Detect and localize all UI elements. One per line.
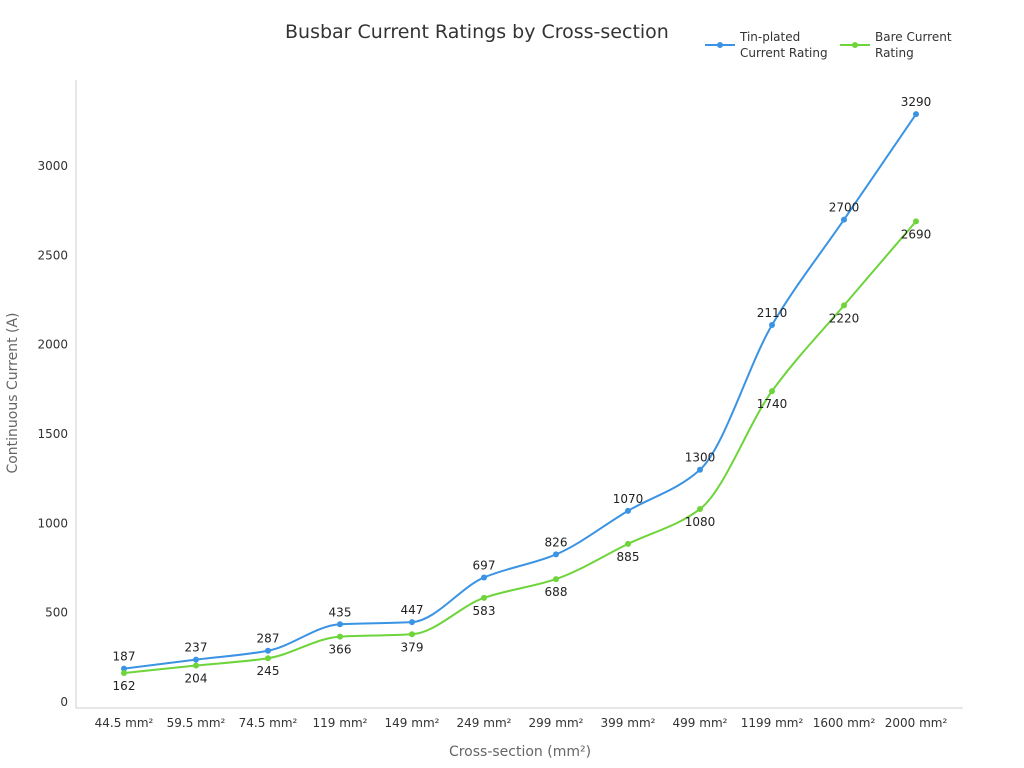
y-tick-label: 2500	[37, 248, 68, 262]
y-tick-label: 0	[60, 695, 68, 709]
data-point	[913, 111, 919, 118]
series-line-0	[123, 113, 917, 670]
data-point	[193, 656, 199, 663]
x-tick-label: 2000 mm²	[885, 716, 948, 730]
y-tick-label: 3000	[37, 159, 68, 173]
data-point	[841, 302, 847, 309]
series-line-1	[123, 220, 917, 675]
data-label: 447	[401, 603, 424, 617]
data-label: 2690	[901, 227, 932, 241]
data-point	[265, 655, 271, 662]
chart-title: Busbar Current Ratings by Cross-section	[285, 21, 669, 43]
data-point	[121, 665, 127, 672]
data-label: 1070	[613, 492, 644, 506]
data-label: 2700	[829, 201, 860, 215]
data-label: 287	[257, 632, 280, 646]
x-tick-label: 1600 mm²	[813, 716, 876, 730]
data-label: 237	[185, 641, 208, 655]
data-point	[913, 218, 919, 225]
x-tick-label: 1199 mm²	[741, 716, 804, 730]
x-tick-label: 399 mm²	[601, 716, 656, 730]
data-point	[481, 574, 487, 581]
data-label: 2110	[757, 306, 788, 320]
data-point	[193, 662, 199, 669]
data-point	[121, 670, 127, 677]
data-label: 885	[617, 550, 640, 564]
y-axis-title: Continuous Current (A)	[5, 312, 21, 473]
x-tick-label: 299 mm²	[529, 716, 584, 730]
legend-label: Bare Current Rating	[875, 30, 952, 60]
data-point	[553, 576, 559, 583]
legend-label: Tin-plated Current Rating	[740, 30, 828, 60]
data-point	[265, 647, 271, 654]
data-point	[337, 633, 343, 640]
data-label: 697	[473, 558, 496, 572]
data-label: 366	[329, 643, 352, 657]
data-label: 245	[257, 664, 280, 678]
y-tick-label: 1500	[37, 427, 68, 441]
y-tick-label: 2000	[37, 338, 68, 352]
data-label: 1740	[757, 397, 788, 411]
x-tick-label: 74.5 mm²	[239, 716, 298, 730]
legend-swatch-tin-plated	[705, 42, 735, 48]
legend-item-tin-plated[interactable]: Tin-plated Current Rating	[705, 29, 835, 61]
data-label: 187	[113, 650, 136, 664]
x-tick-label: 149 mm²	[385, 716, 440, 730]
data-label: 204	[185, 672, 208, 686]
y-tick-label: 500	[45, 606, 68, 620]
data-label: 583	[473, 604, 496, 618]
data-label: 2220	[829, 311, 860, 325]
x-tick-label: 59.5 mm²	[167, 716, 226, 730]
data-label: 826	[545, 535, 568, 549]
data-point	[769, 322, 775, 329]
data-point	[409, 631, 415, 638]
data-point	[337, 621, 343, 628]
data-point	[409, 619, 415, 626]
data-label: 435	[329, 605, 352, 619]
data-point	[841, 216, 847, 223]
y-tick-label: 1000	[37, 516, 68, 530]
x-tick-label: 499 mm²	[673, 716, 728, 730]
data-point	[769, 388, 775, 395]
data-point	[625, 507, 631, 514]
data-label: 1080	[685, 515, 716, 529]
data-label: 379	[401, 640, 424, 654]
data-point	[697, 506, 703, 513]
data-label: 162	[113, 679, 136, 693]
data-point	[553, 551, 559, 558]
data-label: 688	[545, 585, 568, 599]
x-tick-label: 44.5 mm²	[95, 716, 154, 730]
x-axis-title: Cross-section (mm²)	[449, 744, 591, 760]
data-label: 1300	[685, 451, 716, 465]
data-point	[697, 466, 703, 473]
data-point	[625, 540, 631, 547]
data-label: 3290	[901, 95, 932, 109]
x-tick-label: 119 mm²	[313, 716, 368, 730]
data-point	[481, 594, 487, 601]
legend-item-bare[interactable]: Bare Current Rating	[840, 29, 970, 61]
legend-swatch-bare	[840, 42, 870, 48]
x-tick-label: 249 mm²	[457, 716, 512, 730]
